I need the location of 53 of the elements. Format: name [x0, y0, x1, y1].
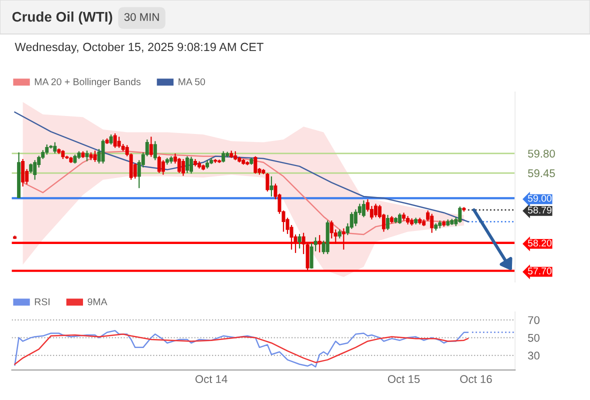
candlestick — [93, 150, 97, 162]
candlestick — [153, 140, 157, 161]
candlestick — [374, 203, 378, 218]
y-tick-label: 50 — [528, 334, 540, 342]
candlestick — [157, 155, 161, 174]
y-tick-label: 70 — [528, 316, 540, 324]
candlestick — [45, 144, 49, 156]
candlestick — [181, 158, 185, 176]
candlestick — [398, 212, 402, 224]
candlestick — [362, 200, 366, 218]
line-series — [14, 111, 469, 222]
x-tick-label: Oct 16 — [460, 375, 492, 384]
candlestick — [350, 212, 354, 230]
candlestick — [266, 172, 270, 192]
candlestick — [270, 176, 274, 198]
candlestick — [117, 136, 121, 148]
candlestick — [149, 136, 153, 158]
candlestick — [458, 206, 462, 224]
candlestick — [430, 213, 434, 234]
candlestick — [177, 157, 181, 174]
legend-label: MA 20 + Bollinger Bands — [34, 78, 141, 88]
candlestick — [185, 156, 189, 174]
y-tick-label: 58.20 — [528, 240, 552, 246]
y-tick-label: 57.70 — [528, 268, 552, 274]
legend-label: RSI — [34, 298, 50, 306]
y-tick-label: 30 — [528, 352, 540, 360]
y-tick-label: 58.79 — [528, 206, 552, 214]
candlestick — [113, 132, 117, 148]
candlestick — [29, 162, 33, 174]
legend-label: MA 50 — [178, 78, 206, 86]
candlestick — [53, 142, 57, 154]
candlestick — [298, 233, 302, 250]
candlestick — [21, 158, 25, 187]
y-tick-label: 59.45 — [528, 169, 555, 178]
candlestick — [318, 234, 322, 253]
candlestick — [386, 214, 390, 231]
candlestick — [222, 150, 226, 163]
y-tick-label: 59.80 — [528, 150, 555, 158]
candlestick — [33, 160, 37, 180]
x-tick-label: Oct 15 — [388, 375, 420, 384]
chart-subtitle: Wednesday, October 15, 2025 9:08:19 AM CET — [14, 42, 264, 54]
text: 30 MIN — [124, 13, 159, 21]
y-tick-label: 59.00 — [528, 194, 552, 202]
candlestick — [161, 160, 165, 176]
candlestick — [109, 134, 113, 146]
chart-title: Crude Oil (WTI) — [12, 12, 112, 24]
candlestick — [190, 156, 194, 174]
candlestick — [254, 156, 258, 174]
candlestick — [342, 228, 346, 250]
candlestick — [85, 150, 89, 162]
candlestick — [101, 138, 105, 164]
legend-label: 9MA — [88, 298, 108, 306]
x-tick-label: Oct 14 — [195, 375, 228, 384]
